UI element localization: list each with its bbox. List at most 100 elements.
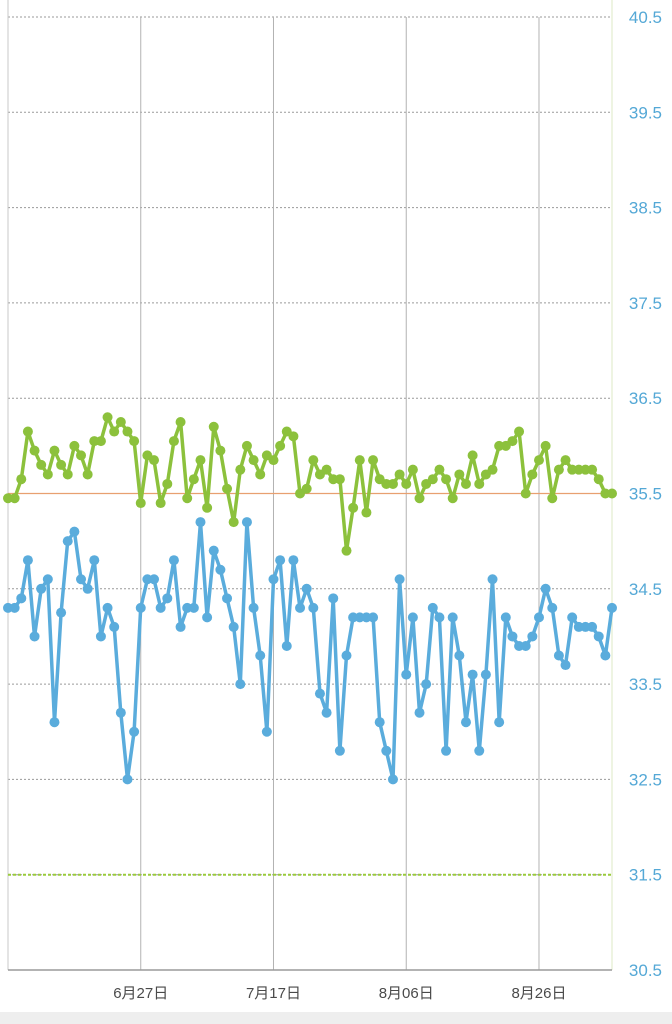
series-2-point <box>215 564 226 575</box>
series-2-point <box>42 574 53 585</box>
series-2-point <box>22 555 33 566</box>
series-1-point <box>454 469 465 480</box>
series-2-point <box>560 660 571 671</box>
series-2-point <box>474 745 485 756</box>
series-2-point <box>460 717 471 728</box>
series-2-point <box>507 631 518 642</box>
y-tick-label: 37.5 <box>629 294 662 313</box>
series-2-point <box>49 717 60 728</box>
series-2-point <box>480 669 491 680</box>
series-2-point <box>95 631 106 642</box>
series-2-point <box>533 612 544 623</box>
series-2-point <box>587 621 598 632</box>
series-2-point <box>527 631 538 642</box>
series-2-point <box>248 602 259 613</box>
y-tick-label: 35.5 <box>629 485 662 504</box>
series-1-point <box>168 436 179 447</box>
y-tick-label: 31.5 <box>629 866 662 885</box>
series-2-point <box>321 707 332 718</box>
series-1-point <box>414 493 425 504</box>
x-tick-label: 6月27日 <box>113 985 168 1002</box>
series-1-point <box>115 417 126 428</box>
series-1-point <box>82 469 93 480</box>
series-2-point <box>547 602 558 613</box>
series-2-point <box>328 593 339 604</box>
series-2-point <box>115 707 126 718</box>
series-1-point <box>308 455 319 466</box>
series-2-point <box>261 726 272 737</box>
series-2-point <box>341 650 352 661</box>
y-axis-tick-labels: 40.5 39.5 38.5 37.5 36.5 35.5 34.5 33.5 32.5 31.5… <box>629 8 662 980</box>
series-2-point <box>162 593 173 604</box>
series-2-point <box>188 602 199 613</box>
y-tick-label: 30.5 <box>629 961 662 980</box>
x-tick-label: 7月17日 <box>246 985 301 1002</box>
series-1-point <box>354 455 365 466</box>
series-1-point <box>487 464 498 475</box>
series-1-point <box>195 455 206 466</box>
series-1-point <box>348 502 359 513</box>
series-1-point <box>268 455 279 466</box>
y-tick-label: 39.5 <box>629 103 662 122</box>
series-1-point <box>162 478 173 489</box>
series-1-point <box>228 517 239 528</box>
series-2-point <box>427 602 438 613</box>
y-tick-label: 32.5 <box>629 770 662 789</box>
series-2-point <box>401 669 412 680</box>
series-1-point <box>49 445 60 456</box>
series-1-point <box>394 469 405 480</box>
series-1-point <box>533 455 544 466</box>
y-tick-label: 38.5 <box>629 199 662 218</box>
series-1-point <box>241 440 252 451</box>
series-1-point <box>447 493 458 504</box>
series-2-point <box>387 774 398 785</box>
series-2-point <box>129 726 140 737</box>
series-2-point <box>288 555 299 566</box>
series-1-point <box>427 474 438 485</box>
series-1-point <box>401 478 412 489</box>
series-2-point <box>62 536 73 547</box>
series-2-point <box>487 574 498 585</box>
series-1-point <box>368 455 379 466</box>
series-2-point <box>414 707 425 718</box>
series-1-point <box>16 474 27 485</box>
series-1-point <box>301 483 312 494</box>
series-1-point <box>587 464 598 475</box>
y-tick-label: 34.5 <box>629 580 662 599</box>
chart-series <box>3 412 617 785</box>
series-1-point <box>527 469 538 480</box>
series-2-point <box>441 745 452 756</box>
series-2-point <box>407 612 418 623</box>
series-1-point <box>507 436 518 447</box>
series-2-point <box>593 631 604 642</box>
series-2-point <box>89 555 100 566</box>
series-1-point <box>56 459 67 470</box>
series-2-point <box>381 745 392 756</box>
series-1-point <box>560 455 571 466</box>
series-1-point <box>514 426 525 437</box>
series-1-point <box>69 440 80 451</box>
series-2-point <box>394 574 405 585</box>
series-2-point <box>281 640 292 651</box>
y-tick-label: 40.5 <box>629 8 662 27</box>
series-1-point <box>182 493 193 504</box>
series-1-point <box>547 493 558 504</box>
series-1-point <box>109 426 120 437</box>
series-1-point <box>593 474 604 485</box>
series-2-point <box>434 612 445 623</box>
series-2-point <box>334 745 345 756</box>
series-2-point <box>301 583 312 594</box>
series-1-point <box>102 412 113 423</box>
series-2-point <box>295 602 306 613</box>
series-2-point <box>275 555 286 566</box>
series-1-point <box>248 455 259 466</box>
series-1-point <box>95 436 106 447</box>
series-2-point <box>607 602 617 613</box>
series-1-point <box>36 459 47 470</box>
series-1-point <box>175 417 186 428</box>
series-1-point <box>275 440 286 451</box>
series-2-point <box>122 774 133 785</box>
series-1-point <box>361 507 372 518</box>
series-1-point <box>135 498 146 509</box>
x-tick-label: 8月26日 <box>511 985 566 1002</box>
